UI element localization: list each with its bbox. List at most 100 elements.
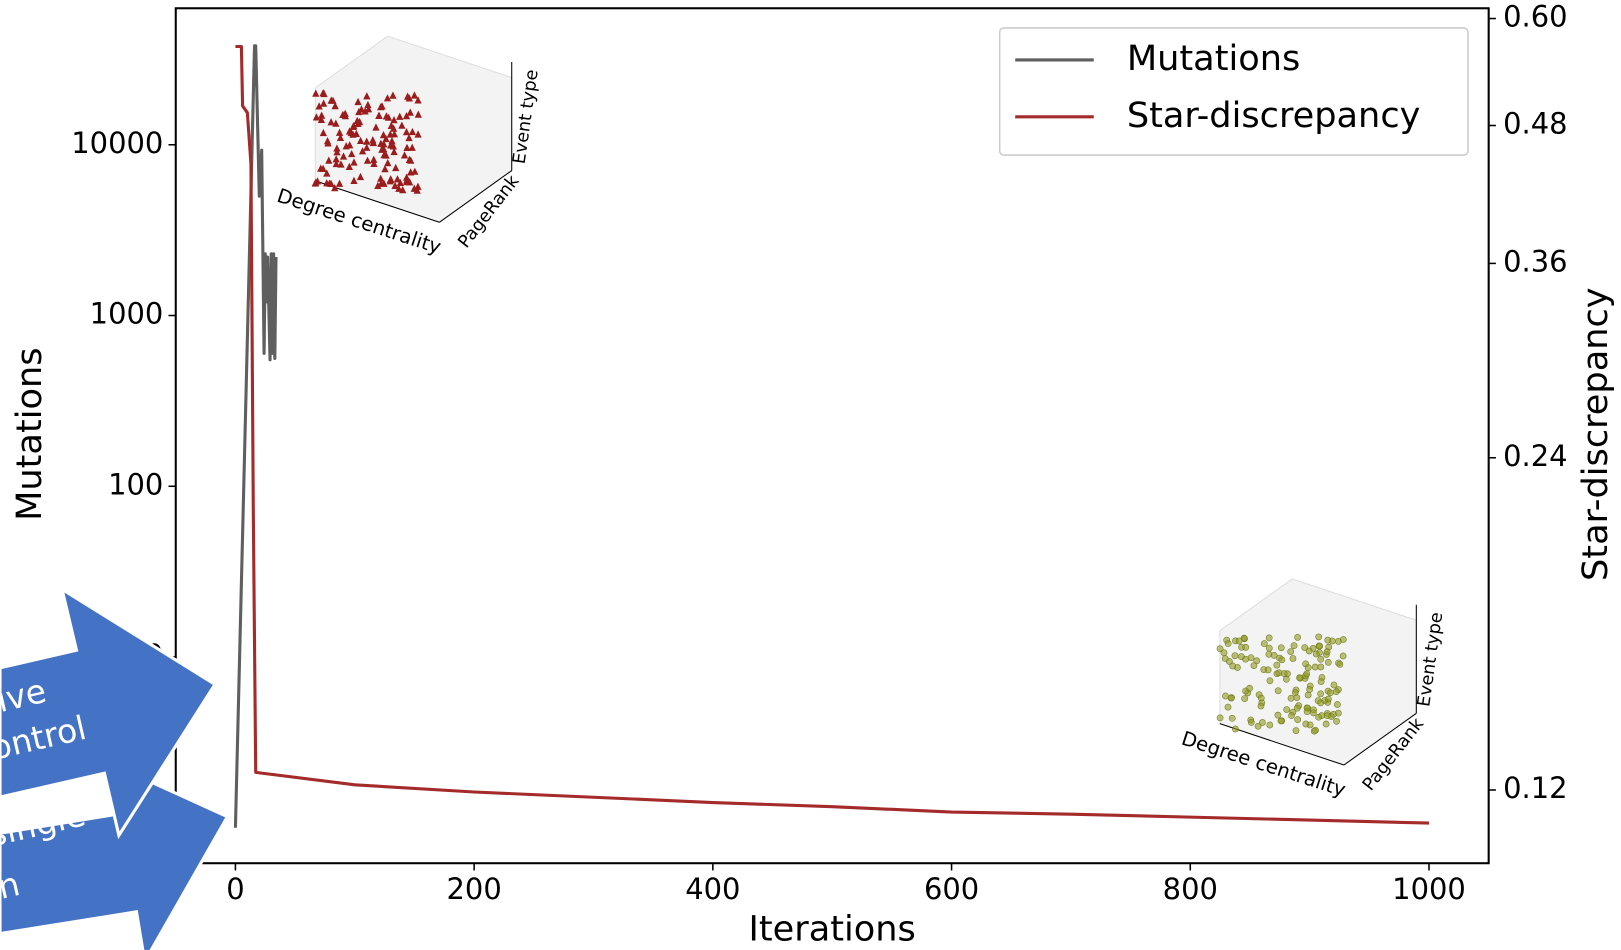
inset-point xyxy=(1265,634,1273,642)
inset-point xyxy=(1288,712,1295,719)
inset-point xyxy=(388,136,396,145)
inset-point xyxy=(1274,711,1282,719)
inset-point xyxy=(320,89,328,98)
inset-point xyxy=(1301,644,1309,651)
inset-point xyxy=(1283,706,1291,713)
inset-point xyxy=(1260,640,1268,647)
inset-point xyxy=(1228,714,1236,722)
inset-point xyxy=(1257,694,1265,702)
inset-point xyxy=(363,156,372,164)
inset-point xyxy=(370,155,378,163)
inset-point xyxy=(374,181,382,190)
legend-label: Star-discrepancy xyxy=(1127,95,1421,136)
inset-point xyxy=(402,128,411,136)
inset-point xyxy=(363,137,371,145)
inset-point xyxy=(318,111,326,119)
inset-point xyxy=(354,119,362,128)
inset-point xyxy=(387,175,395,184)
inset-point xyxy=(380,145,388,153)
inset-point xyxy=(1241,695,1249,702)
inset-point xyxy=(345,162,353,171)
inset-point xyxy=(1221,655,1229,662)
inset-point xyxy=(384,159,392,167)
inset-point xyxy=(1339,652,1347,660)
inset-point xyxy=(1332,688,1340,695)
inset-point xyxy=(1317,699,1324,707)
inset-point xyxy=(390,115,398,124)
inset-point xyxy=(413,186,421,194)
inset-point xyxy=(1278,656,1286,664)
inset-point xyxy=(1283,675,1290,683)
inset-point xyxy=(1266,677,1274,685)
inset-point xyxy=(1291,689,1299,696)
inset-point xyxy=(1325,695,1332,703)
inset-point xyxy=(329,96,337,104)
inset-point xyxy=(1229,662,1237,670)
inset-point xyxy=(1290,642,1298,649)
inset-point xyxy=(414,182,422,190)
inset-point xyxy=(411,167,419,175)
inset-point xyxy=(323,179,331,187)
inset-point xyxy=(1306,721,1314,729)
inset-point xyxy=(333,144,341,152)
inset-point xyxy=(1323,648,1331,656)
x-tick-label: 800 xyxy=(1163,872,1218,906)
inset-point xyxy=(333,148,341,156)
inset-point xyxy=(361,107,369,115)
inset-point xyxy=(1277,644,1285,652)
inset-point xyxy=(1330,681,1338,689)
inset-point xyxy=(398,121,406,129)
inset-point xyxy=(1310,727,1318,735)
inset-point xyxy=(319,128,327,137)
inset-point xyxy=(327,179,335,188)
inset-point xyxy=(1327,689,1334,697)
inset-point xyxy=(1287,694,1295,702)
y-tick-label: 10000 xyxy=(71,126,163,160)
inset-point xyxy=(402,112,411,120)
series-line xyxy=(235,44,1430,825)
inset-point xyxy=(1250,662,1258,669)
inset-point xyxy=(1315,713,1322,721)
inset-point xyxy=(1237,653,1245,660)
inset-point xyxy=(1274,687,1282,695)
inset-point xyxy=(315,102,323,110)
inset-point xyxy=(402,173,411,181)
inset-point xyxy=(356,136,365,144)
inset-point xyxy=(1294,633,1301,641)
inset-point xyxy=(332,155,340,163)
inset-point xyxy=(408,127,417,136)
inset-point xyxy=(323,169,331,177)
inset-point xyxy=(381,164,389,173)
inset-point xyxy=(1317,663,1325,671)
inset-pane xyxy=(314,35,513,223)
inset-point xyxy=(386,130,394,138)
inset-point xyxy=(1315,633,1323,641)
x-tick-label: 1000 xyxy=(1392,872,1466,906)
inset-point xyxy=(357,105,366,113)
inset-point xyxy=(1266,721,1274,729)
inset-point xyxy=(1224,703,1232,711)
y2-tick-label: 0.12 xyxy=(1503,771,1567,805)
x-tick-label: 200 xyxy=(447,872,502,906)
legend: Mutations Star-discrepancy xyxy=(998,27,1469,156)
inset-point xyxy=(312,89,320,97)
inset-point xyxy=(339,152,348,160)
inset-point xyxy=(395,184,403,192)
inset-point xyxy=(350,176,358,184)
x-tick-label: 600 xyxy=(924,872,979,906)
inset-point xyxy=(410,184,418,192)
inset-point xyxy=(319,164,327,173)
inset-point xyxy=(1293,704,1301,712)
series-line xyxy=(233,44,278,828)
inset-point xyxy=(369,136,377,144)
inset-point xyxy=(405,133,413,142)
inset-point xyxy=(372,123,380,131)
inset-point xyxy=(1317,678,1325,686)
arrow xyxy=(0,585,218,840)
inset-point xyxy=(405,155,414,164)
inset-point xyxy=(341,112,350,120)
legend-label: Mutations xyxy=(1127,38,1300,79)
